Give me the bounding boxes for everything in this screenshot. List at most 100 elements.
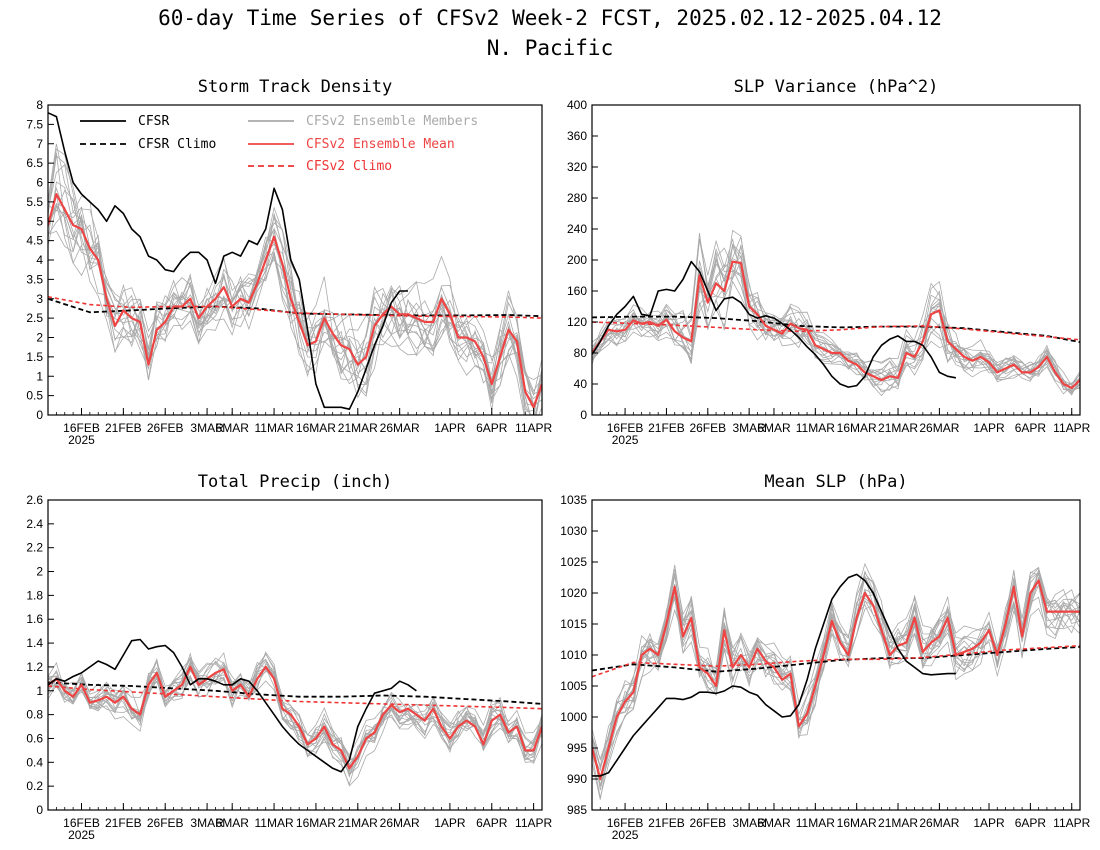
ensemble-member-line xyxy=(592,571,1080,760)
ensemble-member-line xyxy=(48,206,542,407)
ensemble-members xyxy=(592,229,1080,397)
y-tick-label: 990 xyxy=(567,772,587,786)
series-line-cfsr xyxy=(592,260,957,388)
x-tick-label: 6MAR xyxy=(216,816,250,830)
x-tick-label: 6APR xyxy=(1015,421,1047,435)
ensemble-member-line xyxy=(592,244,1080,394)
ensemble-member-line xyxy=(48,189,542,415)
y-tick-label: 0 xyxy=(36,408,43,422)
x-tick-label: 16MAR xyxy=(837,816,877,830)
ensemble-member-line xyxy=(48,660,542,777)
chart-panel-3: Total Precip (inch) 0 0.2 0.4 0.6 0.8 1 1.2 1.4 1… xyxy=(26,472,552,842)
x-tick-label: 3MAR xyxy=(732,421,766,435)
x-tick-label: 26MAR xyxy=(919,421,959,435)
y-tick-label: 1000 xyxy=(560,710,587,724)
x-tick-label: 21MAR xyxy=(878,816,918,830)
x-tick-label: 21MAR xyxy=(338,421,378,435)
x-tick-label: 11APR xyxy=(515,421,552,435)
ensemble-member-line xyxy=(48,154,542,397)
y-tick-label: 280 xyxy=(567,191,587,205)
x-tick-label: 3MAR xyxy=(190,816,224,830)
ensemble-member-line xyxy=(48,658,542,761)
ensemble-member-line xyxy=(48,186,542,405)
y-tick-label: 1035 xyxy=(560,493,587,507)
y-tick-label: 4.5 xyxy=(26,234,43,248)
y-tick-label: 3.5 xyxy=(26,272,43,286)
legend-label-ens-mean: CFSv2 Ensemble Mean xyxy=(306,137,455,152)
y-tick-label: 3 xyxy=(36,292,43,306)
ensemble-member-line xyxy=(48,652,542,766)
plot-frame xyxy=(47,104,543,416)
x-tick-label: 6APR xyxy=(1015,816,1047,830)
y-axis: 0 0.2 0.4 0.6 0.8 1 1.2 1.4 1.6 1.8 2 2.2 2.4 2.6 xyxy=(26,493,54,817)
panel-title: Mean SLP (hPa) xyxy=(764,472,907,492)
ensemble-members xyxy=(48,143,542,415)
series-line-ens-mean xyxy=(48,665,542,770)
y-tick-label: 995 xyxy=(567,741,587,755)
y-tick-label: 2 xyxy=(36,565,43,579)
legend: CFSR CFSR Climo CFSv2 Ensemble Members CFSv… xyxy=(80,114,478,174)
ensemble-member-line xyxy=(592,264,1080,390)
x-tick-label: 6MAR xyxy=(216,421,250,435)
y-tick-label: 0 xyxy=(580,408,587,422)
x-tick-label: 16FEB xyxy=(63,421,100,435)
y-tick-label: 0.4 xyxy=(26,755,43,769)
series-line-cfsr xyxy=(48,638,417,773)
x-tick-label: 11MAR xyxy=(255,816,294,830)
x-year-label: 2025 xyxy=(612,828,639,842)
ensemble-member-line xyxy=(592,567,1080,761)
ensemble-member-line xyxy=(48,143,542,407)
y-tick-label: 0 xyxy=(36,803,43,817)
x-year-label: 2025 xyxy=(68,828,95,842)
legend-label-cfsr: CFSR xyxy=(138,114,169,129)
chart-panel-4: Mean SLP (hPa) 985 990 995 1000 1005 1010 1015 1… xyxy=(560,472,1090,842)
y-tick-label: 80 xyxy=(574,346,588,360)
y-tick-label: 0.8 xyxy=(26,708,43,722)
y-tick-label: 120 xyxy=(567,315,587,329)
x-tick-label: 26FEB xyxy=(147,421,184,435)
x-tick-label: 11APR xyxy=(515,816,552,830)
region-subtitle: N. Pacific xyxy=(486,36,614,60)
y-tick-label: 1.4 xyxy=(26,636,43,650)
y-tick-label: 1 xyxy=(36,684,43,698)
legend-label-cfsv2-climo: CFSv2 Climo xyxy=(306,159,392,174)
series-line-cfsr-climo xyxy=(592,315,1080,343)
x-year-label: 2025 xyxy=(612,433,639,447)
series-line-ens-mean xyxy=(592,579,1080,781)
x-tick-label: 16FEB xyxy=(607,816,644,830)
y-tick-label: 0.5 xyxy=(26,389,43,403)
y-tick-label: 1030 xyxy=(560,524,587,538)
y-tick-label: 2.5 xyxy=(26,311,43,325)
ensemble-member-line xyxy=(48,205,542,400)
y-axis: 0 40 80 120 160 200 240 280 320 360 400 xyxy=(567,98,598,422)
series-line-cfsr-climo xyxy=(592,646,1080,673)
y-tick-label: 1.5 xyxy=(26,350,43,364)
ensemble-member-line xyxy=(48,205,542,402)
x-tick-label: 3MAR xyxy=(190,421,224,435)
x-tick-label: 11APR xyxy=(1053,816,1090,830)
x-tick-label: 21FEB xyxy=(105,421,142,435)
y-tick-label: 8 xyxy=(36,98,43,112)
series-line-cfsv2-climo xyxy=(48,296,542,319)
x-tick-label: 3MAR xyxy=(732,816,766,830)
x-tick-label: 26MAR xyxy=(380,421,420,435)
y-tick-label: 240 xyxy=(567,222,587,236)
series-line-cfsr-climo xyxy=(48,681,542,705)
legend-label-members: CFSv2 Ensemble Members xyxy=(306,114,478,129)
y-tick-label: 6 xyxy=(36,176,43,190)
ensemble-member-line xyxy=(592,247,1080,389)
y-tick-label: 4 xyxy=(36,253,43,267)
x-tick-label: 26MAR xyxy=(919,816,959,830)
y-tick-label: 1020 xyxy=(560,586,587,600)
x-tick-label: 6MAR xyxy=(757,816,791,830)
x-tick-label: 11APR xyxy=(1053,421,1090,435)
y-tick-label: 1015 xyxy=(560,617,587,631)
x-tick-label: 16MAR xyxy=(296,421,336,435)
x-tick-label: 1APR xyxy=(434,421,466,435)
x-tick-label: 21FEB xyxy=(648,816,685,830)
y-tick-label: 1 xyxy=(36,369,43,383)
y-tick-label: 1.2 xyxy=(26,660,43,674)
panel-title: Storm Track Density xyxy=(198,77,392,97)
